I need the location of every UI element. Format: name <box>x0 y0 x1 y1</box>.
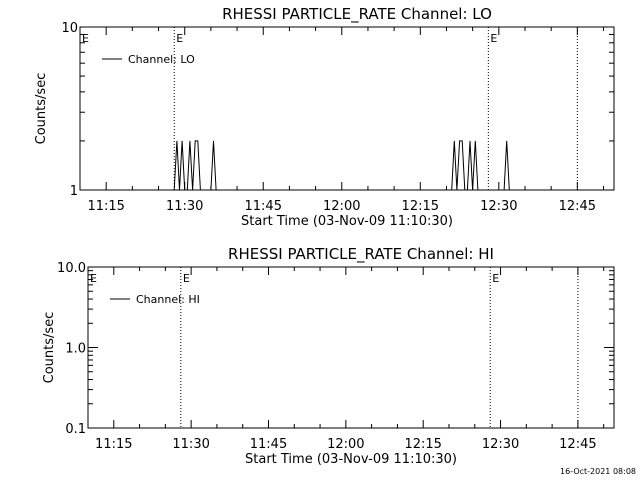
x-tick-label: 12:45 <box>559 199 596 214</box>
x-tick-label: 11:30 <box>172 437 209 452</box>
chart-title: RHESSI PARTICLE_RATE Channel: LO <box>222 5 492 24</box>
x-tick-label: 12:00 <box>327 437 364 452</box>
event-marker-label: E <box>82 32 89 45</box>
x-tick-label: 12:30 <box>482 437 519 452</box>
y-tick-label: 1 <box>70 184 78 199</box>
plot-frame <box>79 26 615 191</box>
timestamp: 16-Oct-2021 08:08 <box>560 467 636 476</box>
chart-panel-2: RHESSI PARTICLE_RATE Channel: HI 11:15 11:… <box>42 245 615 467</box>
legend-entry: Channel: HI <box>136 293 200 306</box>
x-tick-label: 11:15 <box>95 437 132 452</box>
event-marker-label: E <box>90 272 97 285</box>
y-tick-label: 1.0 <box>65 342 86 357</box>
y-tick-label: 10.0 <box>57 261 86 276</box>
x-tick-label: 12:15 <box>402 199 439 214</box>
y-axis-label: Counts/sec <box>42 312 57 384</box>
legend-entry: Channel: LO <box>128 53 195 66</box>
x-tick-label: 11:15 <box>87 199 124 214</box>
event-marker-label: E <box>490 32 497 45</box>
event-marker-label: E <box>183 272 190 285</box>
y-axis-label: Counts/sec <box>34 73 49 145</box>
x-tick-label: 12:00 <box>323 199 360 214</box>
x-axis-label: Start Time (03-Nov-09 11:10:30) <box>245 452 457 467</box>
plot-frame <box>87 266 615 429</box>
x-tick-label: 11:45 <box>245 199 282 214</box>
x-tick-label: 12:30 <box>480 199 517 214</box>
x-tick-label: 11:30 <box>166 199 203 214</box>
chart-panel-1: RHESSI PARTICLE_RATE Channel: LO 11:15 11:… <box>34 5 615 229</box>
x-axis-label: Start Time (03-Nov-09 11:10:30) <box>241 214 453 229</box>
y-tick-label: 0.1 <box>65 422 86 437</box>
series-line <box>173 140 510 191</box>
x-tick-label: 12:45 <box>559 437 596 452</box>
x-tick-label: 12:15 <box>404 437 441 452</box>
chart-title: RHESSI PARTICLE_RATE Channel: HI <box>228 245 494 264</box>
event-marker-label: E <box>492 272 499 285</box>
event-marker-label: E <box>176 32 183 45</box>
y-tick-label: 10 <box>61 21 78 36</box>
x-tick-label: 11:45 <box>250 437 287 452</box>
